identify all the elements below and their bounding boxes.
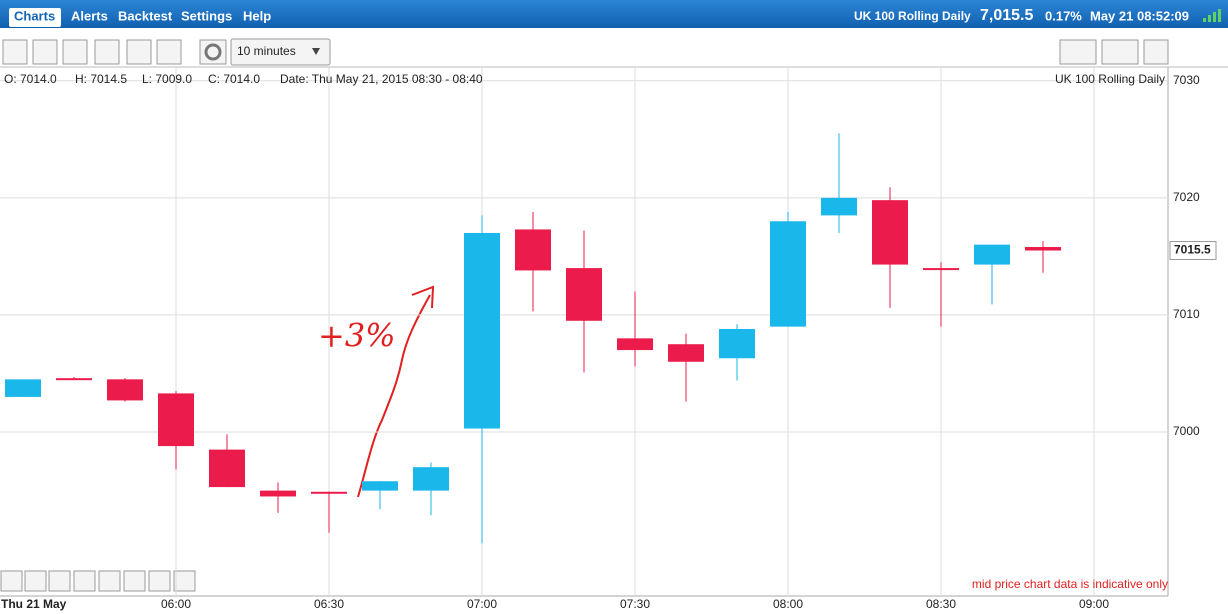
candle-body <box>872 200 908 265</box>
ohlc-info: H: 7014.5 <box>75 72 127 86</box>
draw-tool[interactable] <box>98 570 121 592</box>
ohlc-info: C: 7014.0 <box>208 72 260 86</box>
candle-body <box>719 328 755 359</box>
y-tick-label: 7020 <box>1173 190 1200 204</box>
tab[interactable]: Settings <box>181 8 232 23</box>
change: 0.17% <box>1045 8 1082 23</box>
x-tick-label: 08:30 <box>926 597 956 611</box>
nav-bg <box>0 0 1228 28</box>
x-tick-label: 09:00 <box>1079 597 1109 611</box>
time: May 21 08:52:09 <box>1090 8 1189 23</box>
last-price-box <box>1169 241 1217 261</box>
drawing-tools <box>0 570 196 592</box>
dropdown-arrow <box>312 48 320 55</box>
x-tick-label: 07:30 <box>620 597 650 611</box>
x-tick-label: 08:00 <box>773 597 803 611</box>
candle-body <box>5 379 41 397</box>
tab[interactable]: Alerts <box>71 8 108 23</box>
tool-button[interactable] <box>62 39 88 65</box>
tool-button[interactable] <box>1059 39 1097 65</box>
tool-button[interactable] <box>2 39 28 65</box>
ohlc-info: Date: Thu May 21, 2015 08:30 - 08:40 <box>280 72 483 86</box>
candle-body <box>56 378 92 381</box>
tool-button[interactable] <box>32 39 58 65</box>
tab[interactable]: Backtest <box>118 8 173 23</box>
draw-tool[interactable] <box>0 570 23 592</box>
tool-button[interactable] <box>126 39 152 65</box>
candle-body <box>668 344 704 362</box>
candle-body <box>923 268 959 271</box>
candle-body <box>209 449 245 488</box>
tab[interactable]: Help <box>243 8 271 23</box>
candle-body <box>413 467 449 491</box>
gear-icon <box>204 43 222 61</box>
interval[interactable]: 10 minutes <box>237 44 296 58</box>
draw-tool[interactable] <box>48 570 71 592</box>
x-tick-label: 06:30 <box>314 597 344 611</box>
nav-bar: Charts Alerts Backtest Settings Help UK … <box>0 0 1228 28</box>
candle-body <box>464 232 500 429</box>
x-tick-label: Thu 21 May <box>1 597 67 611</box>
candle-body <box>821 197 857 216</box>
candle-body <box>974 244 1010 265</box>
y-tick-label: 7030 <box>1173 73 1200 87</box>
signal-icon <box>1203 9 1221 22</box>
tool-button[interactable] <box>94 39 120 65</box>
hand-arrow <box>357 285 435 498</box>
candle-body <box>515 229 551 271</box>
y-tick-label: 7000 <box>1173 424 1200 438</box>
draw-tool[interactable] <box>123 570 146 592</box>
instrument: UK 100 Rolling Daily <box>854 9 971 23</box>
candle-body <box>107 379 143 401</box>
x-tick-label: 07:00 <box>467 597 497 611</box>
ohlc-info: O: 7014.0 <box>4 72 57 86</box>
candle-body <box>311 491 347 494</box>
y-tick-label: 7010 <box>1173 307 1200 321</box>
x-tick-label: 06:00 <box>161 597 191 611</box>
candle-body <box>260 490 296 497</box>
candle-body <box>362 481 398 491</box>
toolbar: 10 minutes <box>0 38 1228 68</box>
candle-body <box>566 268 602 321</box>
interval-dropdown[interactable] <box>230 38 331 66</box>
tab[interactable]: Charts <box>14 8 55 23</box>
candle-body <box>158 393 194 447</box>
last-price: 7015.5 <box>1174 243 1211 257</box>
candle-body <box>770 221 806 327</box>
disclaimer: mid price chart data is indicative only <box>972 577 1168 591</box>
draw-tool[interactable] <box>173 570 196 592</box>
ohlc-info: L: 7009.0 <box>142 72 192 86</box>
draw-tool[interactable] <box>148 570 171 592</box>
tool-button[interactable] <box>156 39 182 65</box>
candle-body <box>617 338 653 351</box>
tool-button[interactable] <box>1101 39 1139 65</box>
chart-title: UK 100 Rolling Daily <box>1055 72 1165 86</box>
annotation: +3% <box>318 317 396 355</box>
price: 7,015.5 <box>980 7 1033 24</box>
active-tab[interactable] <box>9 8 61 27</box>
candle-body <box>1025 247 1061 251</box>
draw-tool[interactable] <box>73 570 96 592</box>
draw-tool[interactable] <box>24 570 47 592</box>
save-button[interactable] <box>1143 39 1169 65</box>
